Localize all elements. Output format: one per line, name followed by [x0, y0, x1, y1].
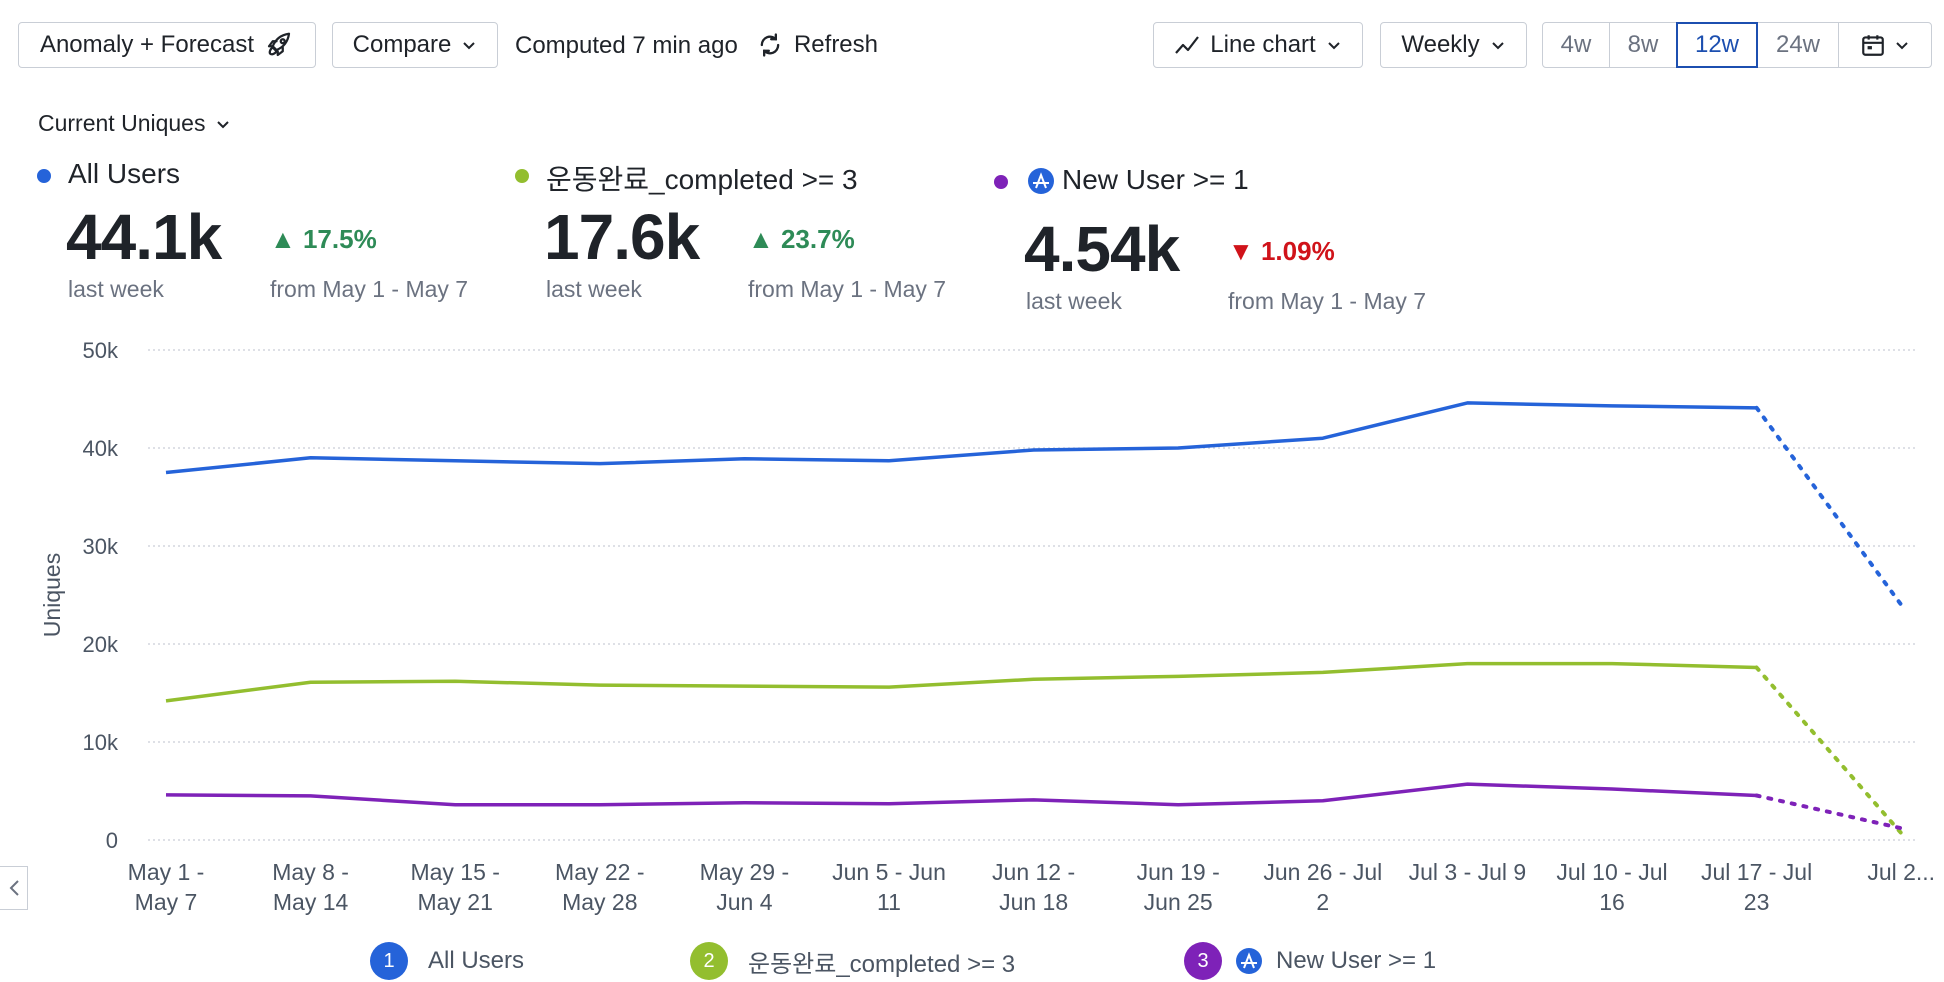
metric-value: 4.54k	[1024, 213, 1180, 285]
x-tick-label: 11	[877, 889, 901, 915]
x-tick-label: Jun 19 -	[1137, 859, 1220, 885]
x-tick-label: Jun 18	[999, 889, 1068, 915]
y-tick-label: 10k	[83, 730, 119, 755]
legend-item-new-user[interactable]: 3 New User >= 1	[1184, 942, 1436, 980]
compare-button[interactable]: Compare	[332, 22, 498, 68]
series-line	[165, 782, 1757, 807]
refresh-label: Refresh	[793, 31, 879, 58]
legend-number: 2	[690, 942, 728, 980]
x-tick-label: Jun 25	[1144, 889, 1213, 915]
x-tick-label: 16	[1599, 889, 1625, 915]
x-tick-label: May 7	[135, 889, 198, 915]
legend-number: 1	[370, 942, 408, 980]
chevron-left-icon	[9, 880, 19, 896]
series-dot-new-user	[994, 175, 1008, 189]
range-12w[interactable]: 12w	[1676, 22, 1758, 68]
range-24w[interactable]: 24w	[1757, 22, 1839, 68]
x-tick-label: May 28	[562, 889, 637, 915]
date-picker-button[interactable]	[1838, 22, 1932, 68]
calendar-icon	[1862, 35, 1884, 56]
measure-selector[interactable]: Current Uniques	[38, 110, 231, 137]
legend-label: New User >= 1	[1276, 947, 1437, 974]
interval-select[interactable]: Weekly	[1380, 22, 1527, 68]
chevron-down-icon	[1327, 42, 1340, 50]
x-tick-label: Jun 4	[716, 889, 772, 915]
line-chart-icon	[1175, 36, 1200, 54]
y-tick-label: 20k	[83, 632, 119, 657]
computed-status: Computed 7 min ago	[515, 32, 738, 59]
x-tick-label: 2	[1316, 889, 1329, 915]
x-tick-label: Jul 3 - Jul 9	[1409, 859, 1527, 885]
series-dot-completed	[515, 169, 529, 183]
x-tick-label: Jun 26 - Jul	[1263, 859, 1382, 885]
measure-label: Current Uniques	[38, 110, 206, 136]
forecast-line	[1754, 405, 1904, 607]
metric-delta: ▲ 23.7%	[748, 224, 855, 254]
y-tick-label: 30k	[83, 534, 119, 559]
x-tick-label: May 15 -	[410, 859, 499, 885]
y-tick-label: 40k	[83, 436, 119, 461]
metric-delta: ▲ 17.5%	[270, 224, 377, 254]
legend-number: 3	[1184, 942, 1222, 980]
legend-item-completed[interactable]: 2 운동완료_completed >= 3	[690, 942, 1015, 980]
metric-period: last week	[68, 276, 164, 302]
anomaly-forecast-button[interactable]: Anomaly + Forecast	[18, 22, 316, 68]
delta-value: 23.7%	[780, 224, 855, 254]
forecast-line	[1754, 793, 1904, 831]
metric-name: New User >= 1	[1062, 164, 1249, 195]
y-tick-label: 0	[106, 828, 118, 853]
chevron-down-icon	[217, 120, 230, 128]
delta-value: 1.09%	[1260, 236, 1335, 266]
metric-period: last week	[546, 276, 642, 302]
x-tick-label: Jun 12 -	[992, 859, 1075, 885]
metric-from: from May 1 - May 7	[270, 276, 469, 302]
refresh-button[interactable]: Refresh	[752, 22, 882, 68]
x-tick-label: Jul 17 - Jul	[1701, 859, 1812, 885]
x-tick-label: May 14	[273, 889, 349, 915]
range-4w[interactable]: 4w	[1542, 22, 1610, 68]
chart-type-select[interactable]: Line chart	[1153, 22, 1363, 68]
x-tick-label: May 1 -	[128, 859, 205, 885]
rocket-icon	[267, 32, 291, 57]
chevron-down-icon	[1896, 42, 1908, 50]
x-tick-label: 23	[1744, 889, 1770, 915]
x-tick-label: May 22 -	[555, 859, 644, 885]
x-tick-label: May 21	[417, 889, 492, 915]
legend-label: All Users	[428, 947, 525, 974]
amplitude-icon	[1028, 168, 1054, 199]
series-line	[165, 661, 1757, 703]
x-tick-label: Jul 10 - Jul	[1556, 859, 1667, 885]
interval-label: Weekly	[1401, 31, 1480, 58]
metric-name: All Users	[68, 158, 181, 189]
y-tick-label: 50k	[83, 338, 119, 363]
anomaly-forecast-label: Anomaly + Forecast	[39, 31, 255, 58]
series-line	[165, 401, 1757, 475]
x-tick-label: May 8 -	[272, 859, 349, 885]
x-tick-label: May 29 -	[700, 859, 789, 885]
line-chart: 0 10k 20k 30k 40k 50k Uniques May 1 - May 7 May 8…	[39, 338, 1935, 915]
y-axis-label: Uniques	[39, 553, 65, 637]
delta-value: 17.5%	[302, 224, 377, 254]
metric-value: 17.6k	[544, 201, 700, 273]
amplitude-icon	[1236, 948, 1262, 974]
metric-period: last week	[1026, 288, 1122, 314]
refresh-icon	[760, 33, 780, 57]
compare-label: Compare	[352, 31, 452, 58]
metric-from: from May 1 - May 7	[1228, 288, 1427, 314]
metric-name: 운동완료_completed >= 3	[546, 164, 858, 195]
chart-type-label: Line chart	[1210, 31, 1316, 58]
chevron-down-icon	[463, 42, 476, 50]
metric-delta: ▼ 1.09%	[1228, 236, 1335, 266]
forecast-line	[1754, 665, 1904, 836]
metric-from: from May 1 - May 7	[748, 276, 947, 302]
series-dot-all-users	[37, 169, 51, 183]
x-tick-label: Jun 5 - Jun	[832, 859, 946, 885]
legend-item-all-users[interactable]: 1 All Users	[370, 942, 524, 980]
legend-label: 운동완료_completed >= 3	[748, 950, 1016, 978]
range-8w[interactable]: 8w	[1609, 22, 1677, 68]
x-tick-label: Jul 2...	[1867, 859, 1935, 885]
metric-value: 44.1k	[66, 201, 222, 273]
collapse-panel-button[interactable]	[0, 866, 28, 910]
chevron-down-icon	[1491, 42, 1504, 50]
